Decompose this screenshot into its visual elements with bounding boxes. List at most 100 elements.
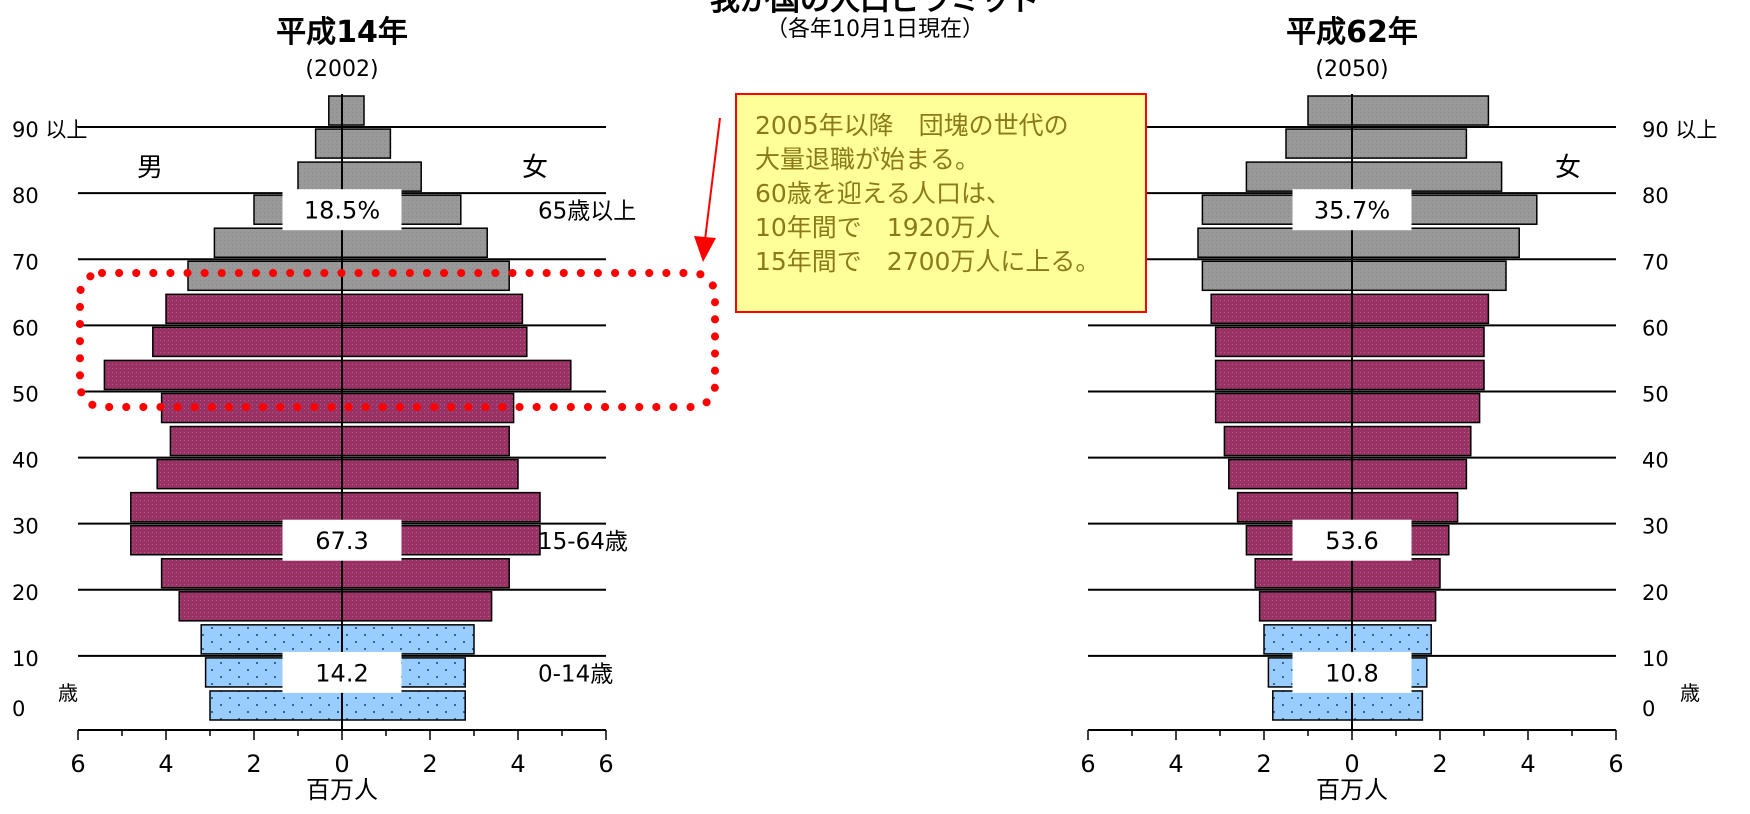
bar-female bbox=[341, 95, 365, 126]
bar-male bbox=[156, 458, 343, 490]
male-label: 男 bbox=[137, 153, 163, 183]
bar-male bbox=[1245, 161, 1353, 192]
y-tick-label: 10 bbox=[12, 647, 39, 671]
age-group-label: 65歳以上 bbox=[538, 199, 636, 225]
bar-female bbox=[1351, 95, 1490, 126]
y-tick-label: 20 bbox=[12, 581, 39, 605]
bar-female bbox=[341, 624, 475, 655]
y-tick-label: 70 bbox=[1642, 250, 1669, 274]
bar-male bbox=[1201, 260, 1353, 292]
bar-male bbox=[1236, 491, 1353, 523]
bar-male bbox=[1228, 458, 1353, 490]
y-tick-label: 0 bbox=[1642, 697, 1655, 721]
bar-male bbox=[1272, 690, 1353, 721]
bar-female bbox=[1351, 326, 1485, 358]
y-tick-label: 90 以上 bbox=[1642, 118, 1717, 142]
x-tick-label: 6 bbox=[598, 750, 613, 778]
callout-arrowhead bbox=[694, 236, 716, 262]
y-tick-label: 20 bbox=[1642, 581, 1669, 605]
x-tick-label: 2 bbox=[422, 750, 437, 778]
share-label-box bbox=[1292, 189, 1412, 231]
chart-title: 平成62年 bbox=[1286, 15, 1418, 50]
overlay bbox=[76, 117, 721, 411]
y-unit-label: 歳 bbox=[1680, 681, 1700, 705]
callout-box: 2005年以降 団塊の世代の 大量退職が始まる。 60歳を迎える人口は、 10年… bbox=[735, 93, 1147, 313]
page-subtitle: （各年10月1日現在） bbox=[766, 17, 984, 42]
x-axis-label: 百万人 bbox=[306, 776, 378, 804]
bar-female bbox=[341, 326, 528, 358]
age-group-label: 0-14歳 bbox=[538, 661, 613, 687]
bar-male bbox=[165, 293, 343, 325]
x-tick-label: 4 bbox=[510, 750, 525, 778]
y-tick-label: 30 bbox=[12, 515, 39, 539]
y-tick-label: 80 bbox=[1642, 184, 1669, 208]
share-label: 53.6 bbox=[1325, 527, 1378, 555]
bar-male bbox=[103, 359, 343, 391]
bar-female bbox=[341, 128, 392, 159]
bar-female bbox=[1351, 392, 1481, 424]
callout-line: 60歳を迎える人口は、 bbox=[755, 179, 1012, 208]
bar-male bbox=[1223, 425, 1353, 457]
bar-male bbox=[1214, 392, 1353, 424]
bar-female bbox=[341, 458, 519, 490]
bar-male bbox=[1197, 227, 1353, 259]
y-tick-label: 10 bbox=[1642, 647, 1669, 671]
chart-subtitle: (2002) bbox=[305, 57, 378, 82]
bar-male bbox=[1285, 128, 1353, 159]
x-tick-label: 0 bbox=[1344, 750, 1359, 778]
share-label: 14.2 bbox=[315, 659, 368, 687]
bar-male bbox=[297, 161, 343, 192]
x-tick-label: 2 bbox=[1432, 750, 1447, 778]
bar-female bbox=[1351, 293, 1490, 325]
y-tick-label: 0 bbox=[12, 697, 25, 721]
y-tick-label: 40 bbox=[1642, 449, 1669, 473]
x-tick-label: 2 bbox=[246, 750, 261, 778]
bar-female bbox=[1351, 128, 1468, 159]
y-tick-label: 60 bbox=[1642, 316, 1669, 340]
x-tick-label: 4 bbox=[1520, 750, 1535, 778]
bar-male bbox=[1307, 95, 1353, 126]
share-label-box bbox=[282, 519, 402, 561]
bar-male bbox=[209, 690, 343, 721]
bar-male bbox=[1214, 359, 1353, 391]
x-tick-label: 4 bbox=[158, 750, 173, 778]
x-tick-label: 6 bbox=[70, 750, 85, 778]
callout-line: 大量退職が始まる。 bbox=[755, 145, 981, 174]
callout-line: 10年間で 1920万人 bbox=[755, 213, 1001, 242]
bar-male bbox=[187, 260, 343, 292]
bar-female bbox=[341, 260, 510, 292]
bar-male bbox=[1214, 326, 1353, 358]
bar-female bbox=[1351, 227, 1520, 259]
female-label: 女 bbox=[522, 153, 548, 183]
bar-male bbox=[160, 557, 343, 589]
bar-female bbox=[341, 491, 541, 523]
x-axis-label: 百万人 bbox=[1316, 776, 1388, 804]
bar-male bbox=[213, 227, 343, 259]
y-tick-label: 70 bbox=[12, 250, 39, 274]
chart-subtitle: (2050) bbox=[1315, 57, 1388, 82]
bar-female bbox=[341, 359, 572, 391]
bar-female bbox=[1351, 359, 1485, 391]
bar-female bbox=[1351, 491, 1459, 523]
y-tick-label: 30 bbox=[1642, 515, 1669, 539]
age-group-label: 15-64歳 bbox=[538, 529, 628, 555]
bar-male bbox=[1258, 591, 1353, 622]
share-label: 35.7% bbox=[1314, 197, 1390, 225]
bar-female bbox=[1351, 260, 1507, 292]
share-label-box bbox=[1292, 651, 1412, 693]
y-tick-label: 90 以上 bbox=[12, 118, 87, 142]
female-label: 女 bbox=[1555, 153, 1581, 183]
callout-line: 15年間で 2700万人に上る。 bbox=[755, 247, 1101, 276]
bar-female bbox=[341, 690, 466, 721]
bar-male bbox=[1263, 624, 1353, 655]
share-label: 10.8 bbox=[1325, 659, 1378, 687]
y-tick-label: 60 bbox=[12, 316, 39, 340]
bar-female bbox=[341, 591, 493, 622]
x-tick-label: 0 bbox=[334, 750, 349, 778]
bar-female bbox=[341, 425, 510, 457]
bar-male bbox=[314, 128, 343, 159]
y-tick-label: 40 bbox=[12, 449, 39, 473]
bar-female bbox=[1351, 161, 1503, 192]
